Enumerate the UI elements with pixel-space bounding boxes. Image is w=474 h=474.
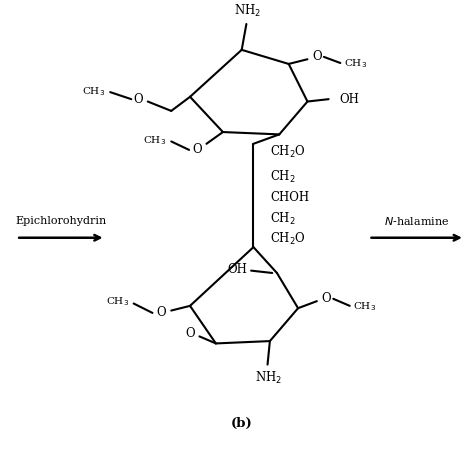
- Text: O: O: [321, 292, 331, 305]
- Text: $\it{N}$-halamine: $\it{N}$-halamine: [384, 215, 449, 228]
- Text: CH$_2$O: CH$_2$O: [270, 231, 306, 247]
- Text: O: O: [312, 50, 322, 64]
- Text: CH$_3$: CH$_3$: [82, 85, 105, 98]
- Text: CH$_2$O: CH$_2$O: [270, 144, 306, 160]
- Text: CH$_3$: CH$_3$: [353, 301, 376, 313]
- Text: CH$_2$: CH$_2$: [270, 169, 296, 185]
- Text: CH$_3$: CH$_3$: [143, 134, 166, 147]
- Text: OH: OH: [227, 263, 247, 276]
- Text: (b): (b): [231, 417, 253, 430]
- Text: O: O: [192, 144, 202, 156]
- Text: CH$_2$: CH$_2$: [270, 211, 296, 227]
- Text: O: O: [156, 306, 166, 319]
- Text: CH$_3$: CH$_3$: [106, 296, 129, 309]
- Text: O: O: [134, 92, 143, 106]
- Text: Epichlorohydrin: Epichlorohydrin: [15, 216, 107, 226]
- Text: NH$_2$: NH$_2$: [234, 3, 261, 19]
- Text: CHOH: CHOH: [270, 191, 309, 204]
- Text: CH$_3$: CH$_3$: [344, 57, 367, 70]
- Text: OH: OH: [340, 92, 360, 106]
- Text: NH$_2$: NH$_2$: [255, 370, 283, 386]
- Text: O: O: [185, 327, 195, 339]
